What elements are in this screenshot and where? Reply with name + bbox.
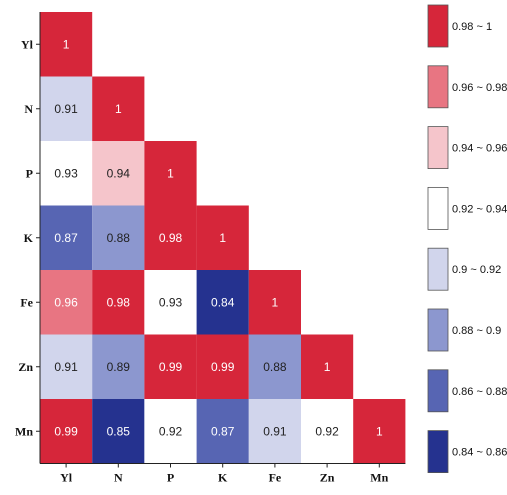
- heatmap-cell-Fe-N: [92, 270, 145, 335]
- cell-value-label: 0.99: [211, 360, 235, 374]
- cell-value-label: 0.99: [54, 424, 78, 438]
- legend-layer: 0.98 ~ 1 0.96 ~ 0.98 0.94 ~ 0.96 0.92 ~ 0.9…: [427, 4, 507, 474]
- x-tick-label: Fe: [269, 471, 282, 485]
- heatmap-cell-Zn-K: [196, 334, 249, 399]
- cell-value-label: 1: [376, 424, 383, 438]
- legend-swatch: [427, 308, 449, 352]
- cell-value-label: 0.87: [54, 231, 78, 245]
- y-tick-label: K: [24, 231, 34, 245]
- x-tick-label: Yl: [60, 471, 73, 485]
- heatmap-cell-Mn-N: [92, 399, 145, 464]
- heatmap-cell-Mn-K: [196, 399, 249, 464]
- x-tick-label: Zn: [320, 471, 335, 485]
- heatmap-cell-N-Yl: [40, 76, 93, 141]
- cell-value-label: 1: [167, 166, 174, 180]
- cell-value-label: 0.94: [107, 166, 131, 180]
- heatmap-cell-P-N: [92, 141, 145, 206]
- legend-swatch: [427, 247, 449, 291]
- heatmap-cell-Yl-Yl: [40, 12, 93, 77]
- legend-label: 0.88 ~ 0.9: [452, 325, 501, 337]
- legend-label: 0.92 ~ 0.94: [452, 203, 507, 215]
- heatmap-cell-Zn-N: [92, 334, 145, 399]
- cell-value-label: 1: [324, 360, 331, 374]
- cell-value-label: 1: [272, 295, 279, 309]
- cell-value-label: 0.88: [107, 231, 131, 245]
- legend-swatch: [427, 430, 449, 474]
- x-tick-label: Mn: [370, 471, 388, 485]
- y-tick-label: P: [26, 166, 33, 180]
- heatmap-cell-Mn-Fe: [248, 399, 301, 464]
- y-tick-label: Zn: [18, 360, 33, 374]
- cell-value-label: 0.89: [107, 360, 131, 374]
- heatmap-cell-Fe-P: [144, 270, 197, 335]
- y-tick-label: N: [24, 102, 33, 116]
- heatmap-cell-Zn-Zn: [301, 334, 354, 399]
- heatmap-cell-Zn-Fe: [248, 334, 301, 399]
- legend-label: 0.86 ~ 0.88: [452, 386, 507, 398]
- heatmap-cell-Zn-P: [144, 334, 197, 399]
- cell-value-label: 0.87: [211, 424, 235, 438]
- cells-layer: 1 0.91 1 0.93 0.94 1 0.87 0.88 0.98 1 0.96 0.98 0.93…: [40, 12, 406, 464]
- heatmap-cell-Fe-Yl: [40, 270, 93, 335]
- legend-label: 0.96 ~ 0.98: [452, 82, 507, 94]
- legend-label: 0.94 ~ 0.96: [452, 143, 507, 155]
- heatmap-cell-P-P: [144, 141, 197, 206]
- legend-swatch: [427, 369, 449, 413]
- heatmap-cell-K-K: [196, 205, 249, 270]
- axes-layer: Yl Yl N N P P K K Fe Fe Zn Zn Mn Mn: [15, 12, 406, 485]
- x-tick-label: N: [114, 471, 123, 485]
- legend-swatch: [427, 186, 449, 230]
- heatmap-cell-N-N: [92, 76, 145, 141]
- heatmap-cell-P-Yl: [40, 141, 93, 206]
- heatmap-cell-K-P: [144, 205, 197, 270]
- y-tick-label: Yl: [21, 37, 34, 51]
- legend-swatch: [427, 4, 449, 48]
- heatmap-cell-Mn-Mn: [353, 399, 406, 464]
- cell-value-label: 0.99: [159, 360, 183, 374]
- legend-label: 0.9 ~ 0.92: [452, 264, 501, 276]
- cell-value-label: 1: [63, 37, 70, 51]
- cell-value-label: 0.91: [54, 102, 78, 116]
- legend-label: 0.84 ~ 0.86: [452, 447, 507, 459]
- heatmap-cell-Mn-Yl: [40, 399, 93, 464]
- cell-value-label: 0.92: [159, 424, 183, 438]
- cell-value-label: 0.93: [159, 295, 183, 309]
- heatmap-cell-Fe-Fe: [248, 270, 301, 335]
- cell-value-label: 0.98: [159, 231, 183, 245]
- x-tick-label: K: [218, 471, 228, 485]
- heatmap-cell-Zn-Yl: [40, 334, 93, 399]
- cell-value-label: 0.93: [54, 166, 78, 180]
- cell-value-label: 0.92: [315, 424, 339, 438]
- legend-swatch: [427, 65, 449, 109]
- legend-swatch: [427, 126, 449, 169]
- cell-value-label: 0.91: [263, 424, 287, 438]
- cell-value-label: 0.88: [263, 360, 287, 374]
- x-tick-label: P: [167, 471, 174, 485]
- heatmap-cell-Mn-Zn: [301, 399, 354, 464]
- y-tick-label: Fe: [20, 295, 33, 309]
- cell-value-label: 0.84: [211, 295, 235, 309]
- y-tick-label: Mn: [15, 424, 33, 438]
- cell-value-label: 0.96: [54, 295, 78, 309]
- heatmap-cell-K-N: [92, 205, 145, 270]
- cell-value-label: 0.91: [54, 360, 78, 374]
- heatmap-cell-Fe-K: [196, 270, 249, 335]
- cell-value-label: 1: [219, 231, 226, 245]
- heatmap-cell-Mn-P: [144, 399, 197, 464]
- cell-value-label: 0.85: [107, 424, 131, 438]
- cell-value-label: 0.98: [107, 295, 131, 309]
- heatmap-cell-K-Yl: [40, 205, 93, 270]
- legend-label: 0.98 ~ 1: [452, 21, 492, 33]
- cell-value-label: 1: [115, 102, 122, 116]
